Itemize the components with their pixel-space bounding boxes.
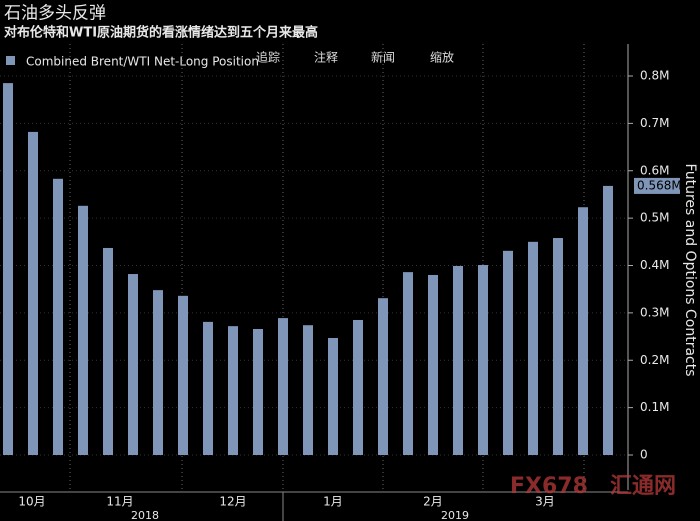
x-month-label: 11月: [106, 495, 133, 509]
y-tick-label: 0.7M: [640, 116, 669, 130]
bar: [253, 328, 263, 455]
y-tick-label: 0.2M: [640, 353, 669, 367]
toolbar: 追踪 注释 新闻 缩放: [256, 50, 454, 65]
value-label-box: [634, 177, 680, 194]
toolbar-button[interactable]: 注释: [314, 50, 338, 65]
chart-subtitle: 对布伦特和WTI原油期货的看涨情绪达到五个月来最高: [4, 25, 318, 41]
bar: [103, 247, 113, 455]
x-year-label: 2019: [441, 509, 469, 521]
bar: [278, 318, 288, 455]
chart-title: 石油多头反弹: [4, 4, 106, 24]
x-month-label: 12月: [219, 495, 246, 509]
y-tick-label: 0.1M: [640, 400, 669, 414]
bar: [378, 298, 388, 455]
bar: [453, 265, 463, 455]
y-tick-label: 0.8M: [640, 69, 669, 83]
bar: [403, 272, 413, 455]
x-month-label: 1月: [323, 495, 343, 509]
x-month-label: 3月: [535, 495, 555, 509]
bar: [428, 274, 438, 455]
y-tick-label: 0.4M: [640, 258, 669, 272]
bar: [503, 250, 513, 455]
y-tick-label: 0.3M: [640, 305, 669, 319]
y-tick-label: 0: [640, 448, 648, 462]
bar: [78, 205, 88, 455]
bar: [303, 325, 313, 455]
y-tick-label: 0.5M: [640, 211, 669, 225]
bar: [128, 274, 138, 455]
toolbar-button[interactable]: 缩放: [430, 50, 454, 65]
legend-label: Combined Brent/WTI Net-Long Position: [26, 55, 259, 69]
y-axis-label: Futures and Options Contracts: [682, 163, 698, 376]
bar: [603, 185, 613, 455]
bar: [53, 178, 63, 455]
x-month-label: 2月: [423, 495, 443, 509]
x-month-label: 10月: [18, 495, 45, 509]
value-label: 0.568M: [637, 178, 682, 192]
bar: [28, 131, 38, 455]
bar: [3, 83, 13, 455]
bar: [153, 290, 163, 455]
bar: [578, 207, 588, 455]
bar: [203, 321, 213, 455]
bar: [328, 337, 338, 455]
toolbar-button[interactable]: 追踪: [256, 50, 280, 65]
bar: [528, 241, 538, 455]
bar: [178, 295, 188, 455]
y-tick-label: 0.6M: [640, 163, 669, 177]
legend-swatch: [6, 56, 15, 65]
x-year-label: 2018: [131, 509, 159, 521]
bar: [478, 265, 488, 455]
plot: 0 0.1M 0.2M 0.3M 0.4M 0.5M 0.6M 0.7M 0.8M 0.568M 1…: [0, 44, 682, 521]
watermark: FX678: [510, 474, 588, 499]
bar: [228, 326, 238, 455]
bar: [353, 319, 363, 455]
bar: [553, 238, 563, 455]
watermark: 汇通网: [610, 474, 676, 499]
